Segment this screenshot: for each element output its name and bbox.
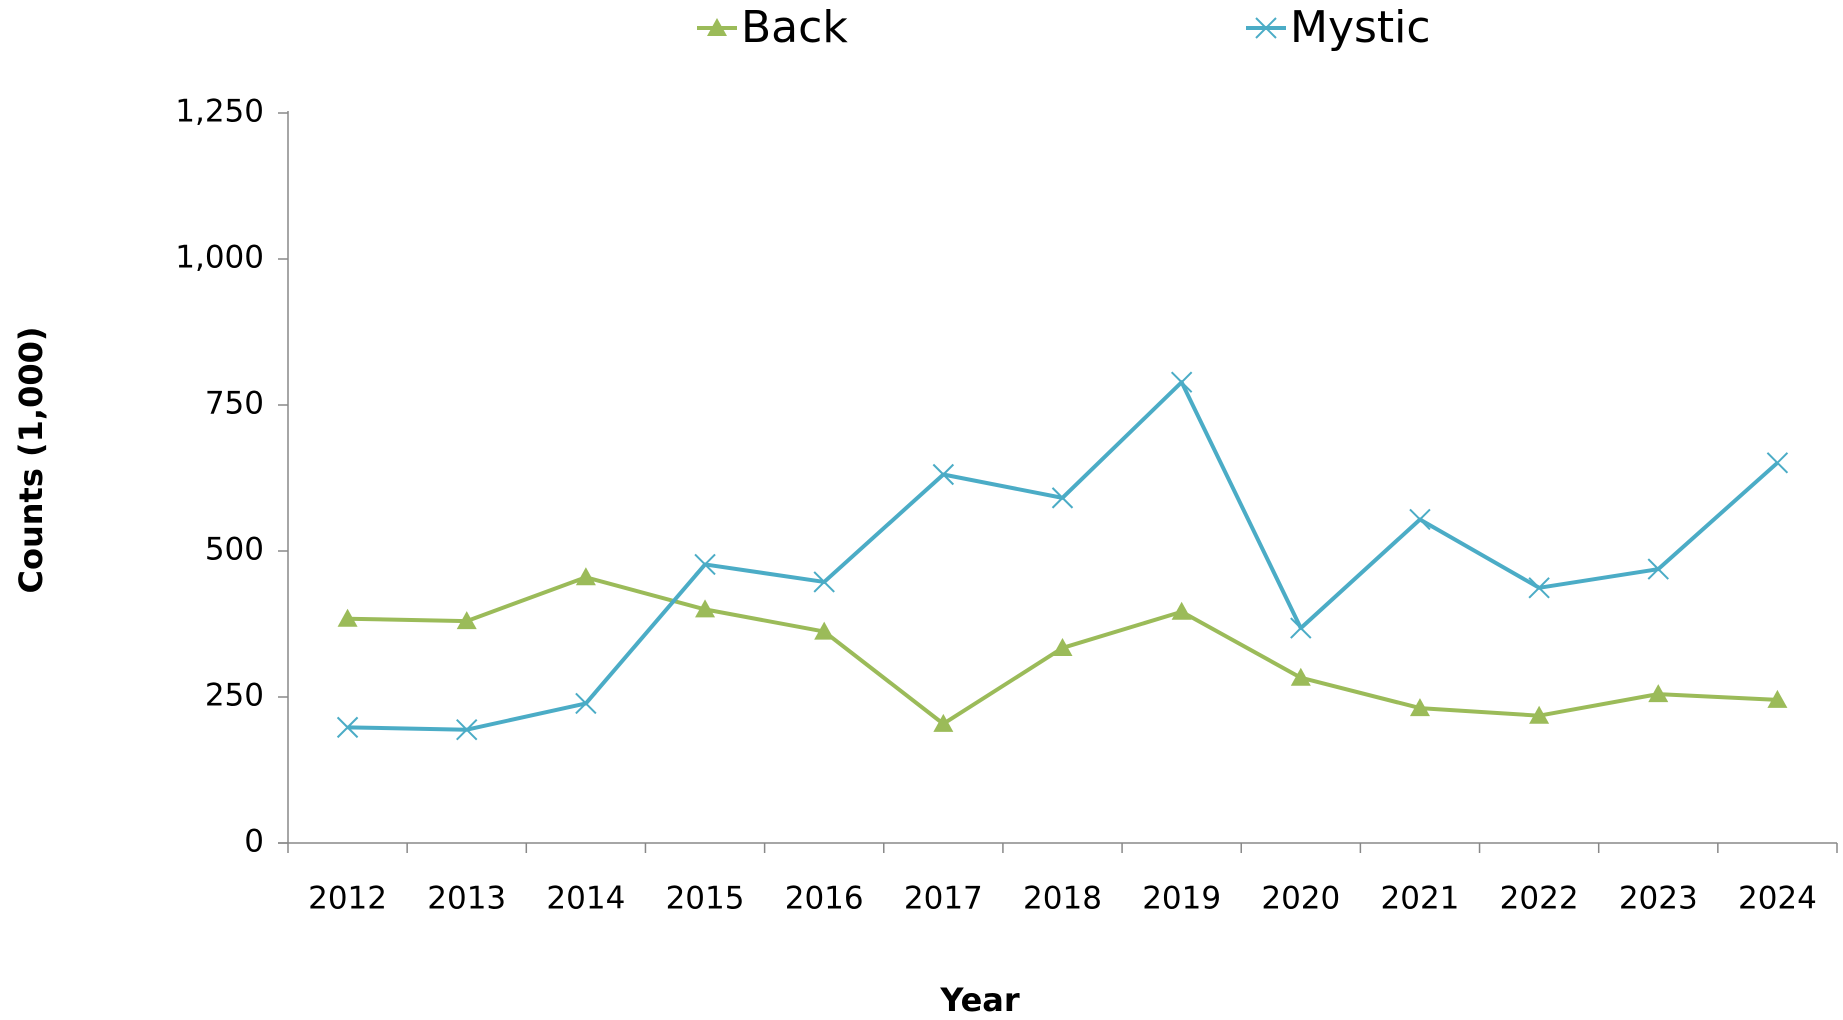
marker <box>1528 577 1550 599</box>
marker <box>1766 452 1789 474</box>
marker <box>1529 705 1550 724</box>
marker <box>1409 698 1430 717</box>
x-tick-label: 2018 <box>1023 881 1102 917</box>
x-tick-label: 2019 <box>1142 881 1221 917</box>
legend-marker <box>707 18 727 36</box>
legend-label: Back <box>741 2 848 53</box>
legend-marker <box>1255 17 1277 39</box>
y-tick-label: 1,000 <box>175 240 264 276</box>
marker <box>813 571 835 593</box>
x-tick-label: 2022 <box>1500 881 1579 917</box>
marker <box>1290 617 1312 639</box>
marker <box>337 608 358 627</box>
x-tick-label: 2017 <box>904 881 983 917</box>
marker <box>575 692 597 715</box>
x-tick-label: 2020 <box>1261 881 1340 917</box>
marker <box>1647 558 1669 580</box>
x-axis-title: Year <box>939 981 1020 1019</box>
marker <box>694 553 716 576</box>
x-tick-label: 2015 <box>666 881 745 917</box>
y-axis-title: Counts (1,000) <box>12 327 50 594</box>
x-tick-label: 2014 <box>546 881 625 917</box>
marker <box>1051 487 1074 509</box>
marker <box>1170 371 1193 393</box>
y-tick-label: 750 <box>205 386 264 422</box>
x-tick-label: 2021 <box>1381 881 1460 917</box>
marker <box>1767 689 1788 708</box>
legend-label: Mystic <box>1290 2 1431 53</box>
marker <box>575 567 596 586</box>
x-tick-label: 2012 <box>308 881 387 917</box>
y-tick-label: 1,250 <box>175 94 264 130</box>
marker <box>932 463 955 486</box>
marker <box>456 611 477 630</box>
series-line <box>347 380 1779 732</box>
marker <box>1290 667 1311 686</box>
marker <box>336 716 359 739</box>
marker <box>456 718 478 741</box>
x-tick-label: 2023 <box>1619 881 1698 917</box>
marker <box>1052 637 1073 656</box>
marker <box>1409 508 1431 531</box>
x-tick-label: 2013 <box>427 881 506 917</box>
y-tick-label: 500 <box>205 532 264 568</box>
y-tick-label: 0 <box>244 824 264 860</box>
y-tick-label: 250 <box>205 678 264 714</box>
marker <box>1648 684 1669 703</box>
x-tick-label: 2024 <box>1738 881 1817 917</box>
marker <box>933 713 954 732</box>
x-tick-label: 2016 <box>785 881 864 917</box>
marker <box>695 599 716 618</box>
marker <box>814 621 835 640</box>
marker <box>1171 601 1192 620</box>
